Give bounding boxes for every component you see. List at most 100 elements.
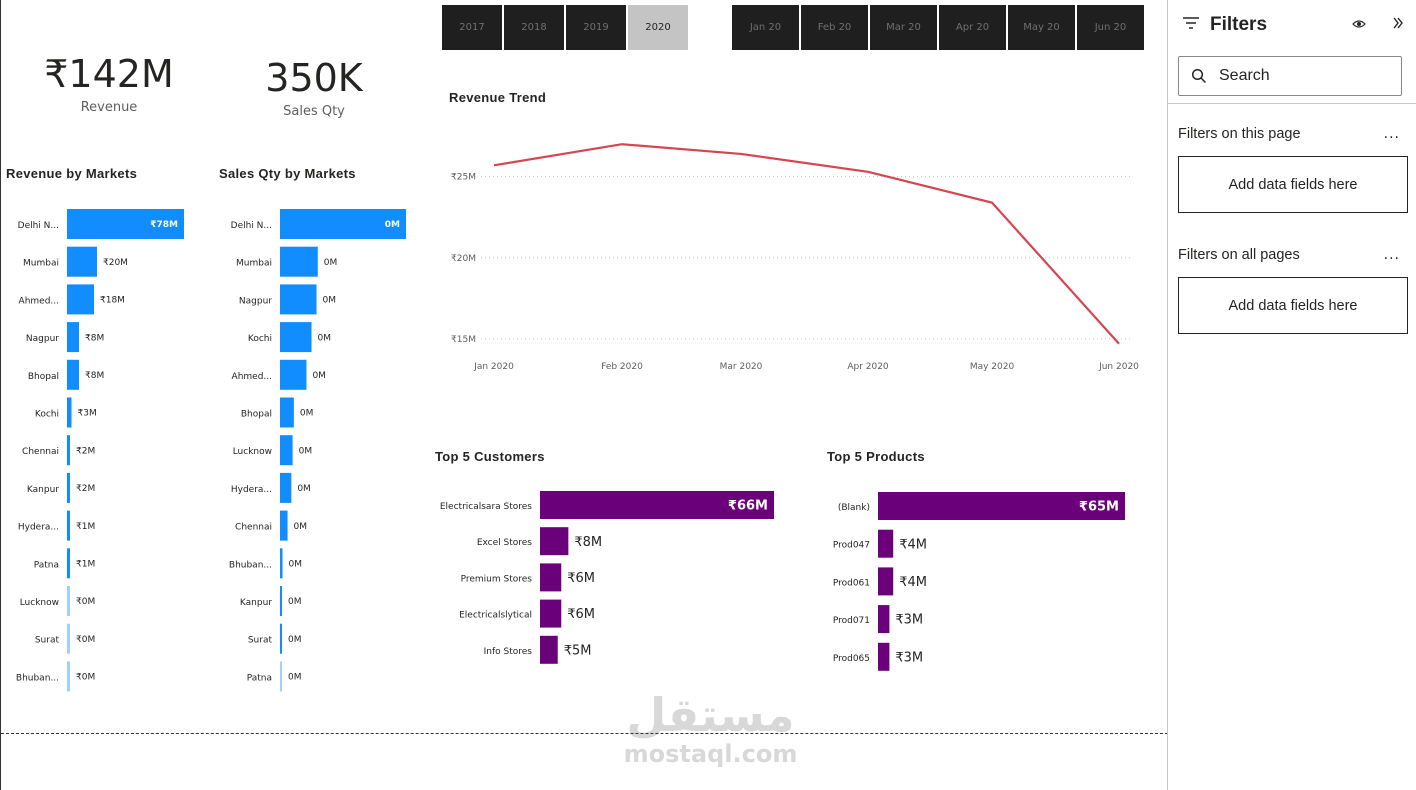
data-label: ₹66M	[728, 499, 768, 514]
y-tick-label: ₹25M	[451, 173, 476, 183]
data-label: ₹0M	[76, 635, 95, 645]
data-label: 0M	[297, 484, 311, 494]
filters-title: Filters	[1210, 14, 1268, 35]
bar	[67, 510, 70, 541]
category-label: (Blank)	[838, 503, 870, 513]
x-tick-label: Mar 2020	[720, 362, 763, 372]
filters-pane: Filters Search Filters on this page ... …	[1167, 0, 1416, 790]
bar	[540, 635, 558, 664]
bar	[280, 548, 283, 579]
top-products-chart[interactable]: (Blank) ₹65M Prod047 ₹4M Prod061 ₹4M Prod071 ₹3…	[821, 480, 1161, 680]
data-label: ₹6M	[567, 571, 595, 586]
eye-icon[interactable]	[1352, 16, 1366, 35]
bar	[67, 397, 72, 428]
year-2019-button[interactable]: 2019	[566, 5, 626, 50]
top-products-title: Top 5 Products	[827, 449, 925, 464]
revenue-by-markets-chart[interactable]: Delhi N... ₹78M Mumbai ₹20M Ahmed... ₹18M Nagp…	[1, 195, 211, 705]
all-pages-more-button[interactable]: ...	[1383, 247, 1400, 263]
category-label: Bhopal	[241, 410, 272, 420]
data-label: ₹8M	[85, 333, 104, 343]
category-label: Prod065	[833, 654, 870, 664]
month-slicer: Jan 20 Feb 20 Mar 20 Apr 20 May 20 Jun 2…	[732, 5, 1144, 50]
y-tick-label: ₹20M	[451, 254, 476, 264]
sales-qty-by-markets-title: Sales Qty by Markets	[219, 166, 356, 181]
month-jan-button[interactable]: Jan 20	[732, 5, 799, 50]
bar	[878, 529, 894, 558]
top-customers-chart[interactable]: Electricalsara Stores ₹66M Excel Stores ₹8M…	[431, 480, 811, 680]
watermark-latin: mostaql.com	[623, 740, 798, 768]
data-label: ₹1M	[76, 560, 95, 570]
filter-search-input[interactable]: Search	[1178, 56, 1402, 96]
category-label: Nagpur	[239, 296, 272, 306]
watermark-arabic: مستقل	[626, 688, 795, 742]
data-label: 0M	[294, 522, 308, 532]
category-label: Hydera...	[231, 485, 272, 495]
month-feb-button[interactable]: Feb 20	[801, 5, 868, 50]
all-pages-drop-well[interactable]: Add data fields here	[1178, 277, 1408, 334]
revenue-by-markets-title: Revenue by Markets	[6, 166, 138, 181]
year-2018-button[interactable]: 2018	[504, 5, 564, 50]
month-may-button[interactable]: May 20	[1008, 5, 1075, 50]
bar	[67, 661, 70, 692]
category-label: Lucknow	[233, 447, 272, 457]
bar	[280, 284, 317, 315]
x-tick-label: May 2020	[970, 362, 1015, 372]
category-label: Prod061	[833, 578, 870, 588]
this-page-more-button[interactable]: ...	[1383, 126, 1400, 142]
x-tick-label: Jan 2020	[473, 362, 514, 372]
data-label: 0M	[300, 409, 314, 419]
data-label: ₹0M	[76, 597, 95, 607]
data-label: 0M	[288, 635, 302, 645]
watermark-logo: مستقل mostaql.com	[623, 690, 798, 768]
revenue-value: ₹142M	[44, 52, 174, 96]
x-tick-label: Feb 2020	[601, 362, 643, 372]
data-label: ₹8M	[85, 371, 104, 381]
top-customers-title: Top 5 Customers	[435, 449, 545, 464]
search-icon	[1191, 68, 1207, 84]
category-label: Chennai	[22, 447, 59, 457]
bar	[878, 492, 1125, 520]
category-label: Kanpur	[240, 598, 272, 608]
this-page-drop-well[interactable]: Add data fields here	[1178, 156, 1408, 213]
bar	[280, 661, 282, 692]
data-label: ₹6M	[567, 607, 595, 622]
category-label: Surat	[35, 636, 60, 646]
month-jun-button[interactable]: Jun 20	[1077, 5, 1144, 50]
month-mar-button[interactable]: Mar 20	[870, 5, 937, 50]
bar	[280, 359, 307, 390]
data-label: ₹78M	[150, 220, 178, 230]
bar	[67, 284, 94, 315]
data-label: ₹2M	[76, 484, 95, 494]
revenue-trend-chart[interactable]: ₹15M ₹20M ₹25M Jan 2020 Feb 2020 Mar 2020 Apr …	[441, 110, 1161, 390]
month-apr-button[interactable]: Apr 20	[939, 5, 1006, 50]
category-label: Excel Stores	[477, 538, 532, 548]
category-label: Patna	[247, 673, 272, 683]
data-label: ₹5M	[564, 643, 592, 658]
bar	[67, 435, 70, 466]
sales-qty-card[interactable]: 350K Sales Qty	[244, 56, 384, 119]
category-label: Lucknow	[20, 598, 59, 608]
category-label: Delhi N...	[231, 221, 272, 231]
data-label: ₹8M	[574, 535, 602, 550]
sales-qty-by-markets-chart[interactable]: Delhi N... 0M Mumbai 0M Nagpur 0M Kochi 0M Ahmed…	[211, 195, 416, 705]
revenue-trend-title: Revenue Trend	[449, 90, 547, 105]
bar	[540, 599, 562, 628]
bar	[67, 246, 97, 277]
data-label: ₹1M	[76, 522, 95, 532]
category-label: Bhuban...	[229, 560, 272, 570]
category-label: Info Stores	[484, 647, 533, 657]
year-2020-button[interactable]: 2020	[628, 5, 688, 50]
category-label: Bhuban...	[16, 673, 59, 683]
data-label: 0M	[385, 220, 400, 230]
collapse-pane-icon[interactable]	[1392, 15, 1404, 34]
revenue-card[interactable]: ₹142M Revenue	[39, 52, 179, 115]
filters-all-pages-label: Filters on all pages	[1178, 247, 1300, 263]
bar	[280, 397, 294, 428]
page-boundary-line	[1, 733, 1168, 734]
category-label: Ahmed...	[19, 296, 59, 306]
year-2017-button[interactable]: 2017	[442, 5, 502, 50]
category-label: Surat	[248, 636, 273, 646]
category-label: Patna	[34, 560, 59, 570]
data-label: 0M	[323, 296, 337, 306]
revenue-label: Revenue	[80, 100, 138, 115]
